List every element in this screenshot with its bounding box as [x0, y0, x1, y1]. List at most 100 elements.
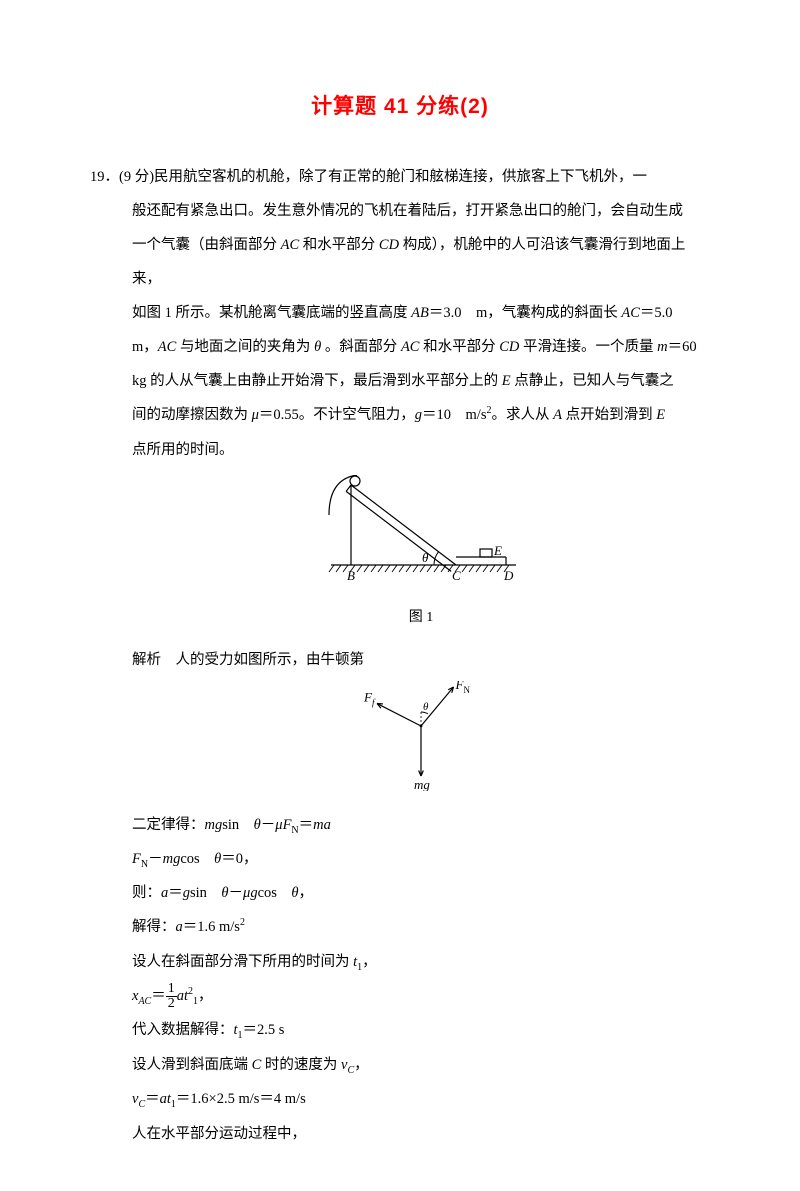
- fbd-svg: θFfFNmg: [341, 681, 501, 791]
- s1-mg: mg: [205, 817, 223, 833]
- s3b: ＝: [168, 885, 183, 901]
- fraction-half: 12: [166, 982, 177, 1011]
- it-g: g: [415, 407, 422, 423]
- p5a: m，: [132, 339, 158, 355]
- s1a: 二定律得：: [132, 817, 205, 833]
- problem-line-6: kg 的人从气囊上由静止开始滑下，最后滑到水平部分上的 E 点静止，已知人与气囊…: [132, 364, 710, 398]
- it-E-2: E: [656, 407, 665, 423]
- svg-text:mg: mg: [414, 777, 430, 791]
- p5f: ＝60: [668, 339, 697, 355]
- frac-den: 2: [166, 997, 177, 1011]
- s8-C: C: [252, 1057, 262, 1073]
- figure-1-caption: 图 1: [132, 602, 710, 635]
- it-m: m: [657, 339, 667, 355]
- p4c: ＝5.0: [640, 305, 673, 321]
- svg-text:C: C: [452, 568, 461, 583]
- s3-g1: g: [183, 885, 190, 901]
- s7b: ＝2.5 s: [243, 1022, 285, 1038]
- s2b: cos: [180, 851, 214, 867]
- s3a: 则：: [132, 885, 161, 901]
- s4b: ＝1.6 m/s: [183, 919, 240, 935]
- s4-a: a: [176, 919, 183, 935]
- problem-line-7: 间的动摩擦因数为 μ＝0.55。不计空气阻力，g＝10 m/s2。求人从 A 点…: [132, 398, 710, 432]
- s2c: ＝0，: [221, 851, 257, 867]
- svg-text:B: B: [347, 568, 355, 583]
- problem-block: 19．(9 分)民用航空客机的机舱，除了有正常的舱门和舷梯连接，供旅客上下飞机外…: [90, 160, 710, 1151]
- s3e: cos: [258, 885, 292, 901]
- sol-5: 设人在斜面部分滑下所用的时间为 t1，: [132, 945, 710, 979]
- frac-num: 1: [166, 982, 177, 997]
- s5a: 设人在斜面部分滑下所用的时间为: [132, 954, 353, 970]
- figure-1-svg: A B C DEθ: [316, 475, 526, 585]
- sol-2: FN－mgcos θ＝0，: [132, 842, 710, 876]
- svg-text:E: E: [493, 543, 502, 558]
- it-CD-2: CD: [499, 339, 519, 355]
- it-AC-3: AC: [158, 339, 177, 355]
- s4-2: 2: [240, 918, 245, 929]
- s9-a: a: [160, 1091, 167, 1107]
- problem-number: 19．: [90, 169, 119, 185]
- p5e: 平滑连接。一个质量: [519, 339, 657, 355]
- s1b: sin: [222, 817, 253, 833]
- s7a: 代入数据解得：: [132, 1022, 234, 1038]
- s1c: －: [261, 817, 276, 833]
- svg-text:θ: θ: [423, 701, 429, 713]
- problem-line-8: 点所用的时间。: [132, 433, 710, 467]
- p4a: 如图 1 所示。某机舱离气囊底端的竖直高度: [132, 305, 411, 321]
- p6a: kg 的人从气囊上由静止开始滑下，最后滑到水平部分上的: [132, 373, 502, 389]
- s3-g2: g: [250, 885, 257, 901]
- p7e: 点开始到滑到: [562, 407, 656, 423]
- s1-mu: μ: [275, 817, 282, 833]
- s6c: ，: [198, 988, 213, 1004]
- s3-th2: θ: [291, 885, 298, 901]
- s4a: 解得：: [132, 919, 176, 935]
- sol-7: 代入数据解得：t1＝2.5 s: [132, 1013, 710, 1047]
- s6-at: at: [177, 988, 188, 1004]
- s3d: －: [229, 885, 244, 901]
- svg-text:D: D: [503, 568, 514, 583]
- p4b: ＝3.0 m，气囊构成的斜面长: [429, 305, 622, 321]
- p5c: 。斜面部分: [321, 339, 401, 355]
- s3c: sin: [190, 885, 221, 901]
- s2-mg: mg: [163, 851, 181, 867]
- svg-text:θ: θ: [422, 550, 429, 565]
- it-AC-4: AC: [401, 339, 420, 355]
- s1-N: N: [291, 825, 298, 836]
- s1-ma: ma: [313, 817, 331, 833]
- s2-F: F: [132, 851, 141, 867]
- problem-line-4: 如图 1 所示。某机舱离气囊底端的竖直高度 AB＝3.0 m，气囊构成的斜面长 …: [132, 296, 710, 330]
- s3-th1: θ: [221, 885, 228, 901]
- sol-8: 设人滑到斜面底端 C 时的速度为 vC，: [132, 1048, 710, 1082]
- problem-points: (9 分): [119, 169, 154, 185]
- it-AB: AB: [411, 305, 429, 321]
- sol-1: 二定律得：mgsin θ－μFN＝ma: [132, 808, 710, 842]
- s9a: ＝: [145, 1091, 160, 1107]
- problem-line-3: 一个气囊（由斜面部分 AC 和水平部分 CD 构成），机舱中的人可沿该气囊滑行到…: [132, 228, 710, 296]
- it-E-1: E: [502, 373, 511, 389]
- it-AC-1: AC: [281, 237, 300, 253]
- figure-1: A B C DEθ: [132, 475, 710, 598]
- s9b: ＝1.6×2.5 m/s＝4 m/s: [176, 1091, 306, 1107]
- problem-line-1: 19．(9 分)民用航空客机的机舱，除了有正常的舱门和舷梯连接，供旅客上下飞机外…: [90, 160, 710, 194]
- it-mu: μ: [252, 407, 259, 423]
- p5d: 和水平部分: [419, 339, 499, 355]
- svg-text:A: A: [347, 475, 356, 478]
- it-AC-2: AC: [621, 305, 640, 321]
- sol-3: 则：a＝gsin θ－μgcos θ，: [132, 876, 710, 910]
- p7d: 。求人从: [491, 407, 553, 423]
- s6-AC: AC: [138, 996, 151, 1007]
- page-title: 计算题 41 分练(2): [90, 90, 710, 120]
- p6b: 点静止，已知人与气囊之: [511, 373, 674, 389]
- p3b: 和水平部分: [299, 237, 379, 253]
- s3f: ，: [299, 885, 314, 901]
- sol-6: xAC＝12at21，: [132, 979, 710, 1013]
- s1d: ＝: [299, 817, 314, 833]
- it-A: A: [553, 407, 562, 423]
- p7c: ＝10 m/s: [422, 407, 486, 423]
- s2a: －: [148, 851, 163, 867]
- p7b: ＝0.55。不计空气阻力，: [259, 407, 415, 423]
- problem-line-5: m，AC 与地面之间的夹角为 θ 。斜面部分 AC 和水平部分 CD 平滑连接。…: [132, 330, 710, 364]
- sol-0: 解析 人的受力如图所示，由牛顿第: [132, 643, 710, 677]
- it-CD: CD: [379, 237, 399, 253]
- p1-t: 民用航空客机的机舱，除了有正常的舱门和舷梯连接，供旅客上下飞机外，一: [154, 169, 647, 185]
